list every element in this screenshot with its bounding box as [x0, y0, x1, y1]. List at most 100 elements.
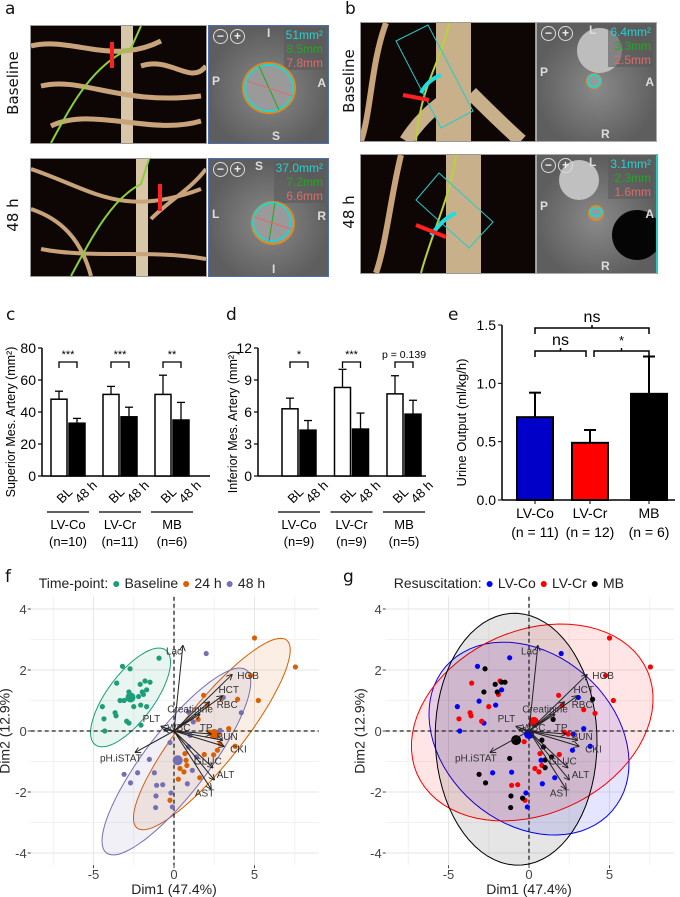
- loading-arrow: [173, 730, 213, 768]
- bar: [404, 413, 422, 477]
- zoom-out-icon[interactable]: −: [541, 26, 556, 41]
- diameter-2: 6.6mm: [286, 189, 323, 203]
- loading-arrow: [528, 646, 538, 732]
- loading-label: TP: [555, 723, 568, 734]
- ct-cross-section-b-48h: − + L P A R 3.1mm² 2.3mm 1.6mm: [536, 154, 658, 274]
- loading-label: pH.iSTAT: [100, 753, 142, 764]
- data-point: [539, 781, 545, 787]
- data-point: [127, 780, 134, 786]
- angiography-3d-image-b-48h: [360, 154, 536, 274]
- data-point: [556, 692, 562, 698]
- orientation-right: A: [317, 76, 326, 90]
- loading-label: HGB: [592, 671, 614, 682]
- group-n: (n=9): [284, 534, 315, 549]
- data-point: [499, 687, 505, 693]
- data-point: [550, 716, 556, 723]
- legend-dot: ●: [486, 575, 498, 591]
- orientation-right: A: [645, 75, 654, 89]
- zoom-out-icon[interactable]: −: [541, 158, 556, 173]
- loading-arrow: [135, 730, 175, 752]
- data-point: [167, 797, 173, 803]
- data-point: [494, 689, 500, 695]
- y-tick-label: -4: [370, 846, 382, 861]
- significance-label: ***: [114, 349, 128, 361]
- y-tick-label: -2: [370, 785, 382, 800]
- data-point: [147, 679, 153, 685]
- data-point: [119, 663, 126, 669]
- vessel-contour: [242, 62, 296, 114]
- x-tick-label: 48 h: [72, 478, 101, 507]
- loading-arrow: [173, 714, 200, 732]
- data-point: [232, 743, 238, 749]
- data-point: [606, 635, 613, 641]
- x-tick-label: 48 h: [124, 478, 153, 507]
- zoom-in-icon[interactable]: +: [230, 29, 245, 44]
- y-tick-label: 40: [20, 404, 36, 420]
- vessel-render: [373, 155, 494, 273]
- data-point: [537, 750, 543, 757]
- loading-arrow: [173, 646, 183, 732]
- data-point: [581, 725, 587, 732]
- legend-entry: 48 h: [238, 575, 265, 591]
- significance-bracket: [58, 361, 78, 368]
- orientation-right: R: [317, 209, 326, 223]
- loading-label: PLT: [498, 714, 516, 725]
- orientation-bottom: R: [601, 127, 610, 141]
- data-point: [647, 664, 653, 670]
- diameter-2: 2.5mm: [614, 53, 651, 67]
- loading-arrow: [528, 730, 579, 746]
- legend-dot: ●: [182, 575, 194, 591]
- legend-entry: 24 h: [194, 575, 225, 591]
- data-point: [137, 681, 143, 687]
- y-tick-label: 1.0: [477, 375, 497, 391]
- bar: [102, 393, 120, 477]
- data-point: [167, 739, 173, 746]
- bar: [516, 416, 554, 501]
- loading-label: HGB: [237, 671, 259, 682]
- orientation-top: I: [267, 26, 271, 40]
- loading-label: Creatinine: [167, 705, 213, 716]
- significance-label: p = 0.139: [382, 349, 426, 361]
- data-point: [102, 728, 108, 734]
- group-label: LV-Cr: [335, 517, 368, 532]
- y-tick-label: 60: [20, 372, 36, 388]
- x-tick-label: 48 h: [176, 478, 205, 507]
- bar: [154, 393, 172, 477]
- loading-label: AST: [550, 789, 569, 800]
- data-point: [185, 709, 192, 715]
- loading-arrow: [528, 714, 555, 732]
- data-point: [153, 793, 159, 799]
- y-tick-label: -2: [15, 785, 27, 800]
- data-point: [135, 693, 142, 700]
- data-point: [482, 780, 489, 786]
- group-label: MB: [162, 517, 182, 532]
- zoom-out-icon[interactable]: −: [213, 29, 228, 44]
- y-axis-title: Inferior Mes. Artery (mm²): [226, 351, 240, 493]
- y-tick-label: 6: [244, 404, 252, 420]
- area-measurement: 37.0mm²: [275, 161, 323, 175]
- data-point: [226, 725, 232, 732]
- group-n: (n=5): [389, 534, 420, 549]
- zoom-in-icon[interactable]: +: [558, 158, 573, 173]
- data-point: [457, 728, 463, 734]
- data-point: [234, 696, 241, 702]
- zoom-out-icon[interactable]: −: [213, 162, 228, 177]
- data-point: [587, 743, 593, 749]
- y-tick-label: -4: [15, 846, 27, 861]
- data-point: [523, 790, 529, 796]
- zoom-in-icon[interactable]: +: [558, 26, 573, 41]
- loading-label: Creatinine: [522, 705, 568, 716]
- data-point: [121, 697, 127, 704]
- data-point: [456, 716, 462, 722]
- area-measurement: 6.4mm²: [610, 25, 651, 39]
- data-point: [214, 747, 221, 753]
- loading-arrow: [490, 730, 530, 752]
- data-point: [499, 679, 505, 685]
- zoom-in-icon[interactable]: +: [230, 162, 245, 177]
- loading-arrow: [528, 702, 564, 732]
- data-point: [524, 804, 530, 810]
- data-point: [140, 691, 147, 698]
- data-point: [113, 713, 119, 719]
- y-tick-label: 0: [244, 468, 252, 484]
- vessel-contour: [588, 205, 604, 221]
